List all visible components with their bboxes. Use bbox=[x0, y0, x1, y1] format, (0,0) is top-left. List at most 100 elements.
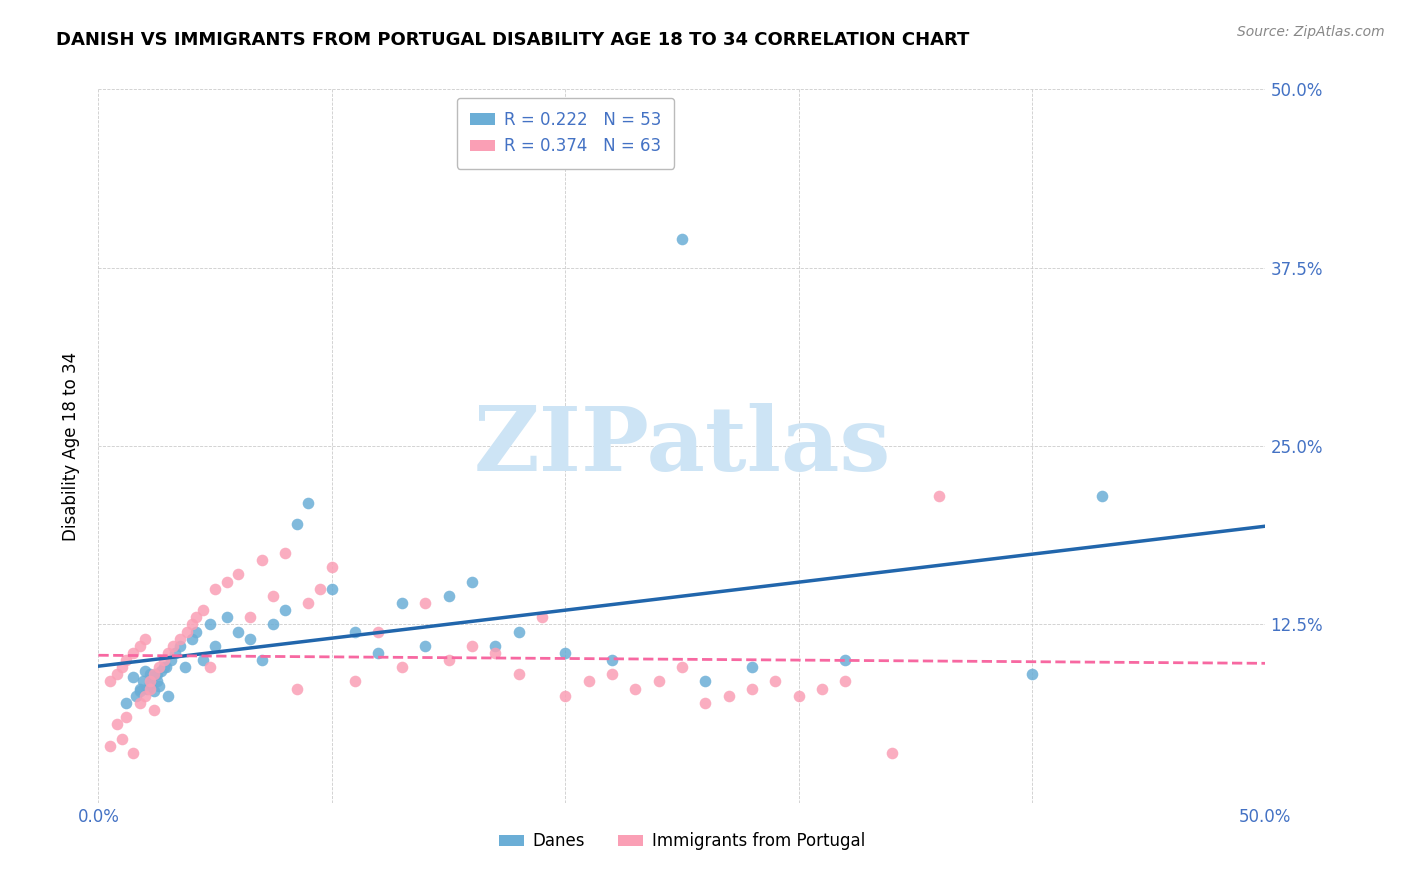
Point bbox=[600, 653, 623, 667]
Point bbox=[139, 674, 162, 689]
Point bbox=[129, 684, 152, 698]
Point bbox=[367, 624, 389, 639]
Point bbox=[834, 653, 856, 667]
Point bbox=[152, 660, 174, 674]
Point bbox=[671, 232, 693, 246]
Point bbox=[484, 639, 506, 653]
Point bbox=[344, 624, 367, 639]
Point bbox=[111, 660, 134, 674]
Point bbox=[1021, 667, 1043, 681]
Point bbox=[695, 696, 717, 710]
Point bbox=[169, 639, 191, 653]
Legend: Danes, Immigrants from Portugal: Danes, Immigrants from Portugal bbox=[491, 824, 873, 859]
Y-axis label: Disability Age 18 to 34: Disability Age 18 to 34 bbox=[62, 351, 80, 541]
Point bbox=[297, 596, 319, 610]
Text: Source: ZipAtlas.com: Source: ZipAtlas.com bbox=[1237, 25, 1385, 39]
Point bbox=[554, 689, 576, 703]
Point bbox=[146, 667, 169, 681]
Point bbox=[741, 660, 763, 674]
Point bbox=[880, 746, 903, 760]
Point bbox=[176, 624, 198, 639]
Point bbox=[134, 665, 156, 679]
Point bbox=[647, 674, 669, 689]
Point bbox=[321, 560, 343, 574]
Point bbox=[250, 653, 273, 667]
Point bbox=[139, 677, 162, 691]
Point bbox=[180, 617, 202, 632]
Point bbox=[321, 582, 343, 596]
Point bbox=[159, 653, 181, 667]
Point bbox=[139, 667, 162, 681]
Point bbox=[695, 674, 717, 689]
Point bbox=[146, 674, 169, 689]
Point bbox=[115, 696, 138, 710]
Point bbox=[150, 665, 173, 679]
Point bbox=[285, 681, 308, 696]
Point bbox=[186, 624, 208, 639]
Point bbox=[186, 610, 208, 624]
Point bbox=[215, 574, 238, 589]
Point bbox=[180, 632, 202, 646]
Point bbox=[717, 689, 740, 703]
Point bbox=[763, 674, 786, 689]
Point bbox=[285, 517, 308, 532]
Point bbox=[143, 667, 166, 681]
Point bbox=[600, 667, 623, 681]
Text: ZIPatlas: ZIPatlas bbox=[474, 402, 890, 490]
Point bbox=[129, 681, 152, 696]
Point bbox=[578, 674, 600, 689]
Point bbox=[111, 731, 134, 746]
Point bbox=[105, 667, 128, 681]
Point bbox=[136, 681, 159, 696]
Point bbox=[134, 632, 156, 646]
Point bbox=[461, 574, 484, 589]
Point bbox=[162, 639, 184, 653]
Point bbox=[122, 670, 145, 684]
Point bbox=[250, 553, 273, 567]
Point bbox=[115, 710, 138, 724]
Point bbox=[143, 684, 166, 698]
Point bbox=[157, 689, 180, 703]
Point bbox=[508, 667, 530, 681]
Point bbox=[239, 632, 262, 646]
Point bbox=[554, 646, 576, 660]
Point bbox=[132, 674, 155, 689]
Point bbox=[1091, 489, 1114, 503]
Point bbox=[928, 489, 950, 503]
Point bbox=[367, 646, 389, 660]
Point bbox=[391, 660, 413, 674]
Point bbox=[152, 653, 174, 667]
Point bbox=[98, 739, 121, 753]
Point bbox=[105, 717, 128, 731]
Point bbox=[437, 589, 460, 603]
Point bbox=[624, 681, 647, 696]
Point bbox=[200, 660, 222, 674]
Point bbox=[98, 674, 121, 689]
Point bbox=[437, 653, 460, 667]
Point bbox=[134, 689, 156, 703]
Point bbox=[115, 653, 138, 667]
Point bbox=[787, 689, 810, 703]
Point bbox=[148, 660, 170, 674]
Point bbox=[204, 582, 226, 596]
Point bbox=[122, 646, 145, 660]
Point bbox=[508, 624, 530, 639]
Point bbox=[228, 624, 250, 639]
Point bbox=[148, 679, 170, 693]
Text: DANISH VS IMMIGRANTS FROM PORTUGAL DISABILITY AGE 18 TO 34 CORRELATION CHART: DANISH VS IMMIGRANTS FROM PORTUGAL DISAB… bbox=[56, 31, 970, 49]
Point bbox=[413, 639, 436, 653]
Point bbox=[484, 646, 506, 660]
Point bbox=[262, 617, 284, 632]
Point bbox=[125, 689, 148, 703]
Point bbox=[143, 703, 166, 717]
Point bbox=[173, 660, 195, 674]
Point bbox=[811, 681, 834, 696]
Point bbox=[129, 696, 152, 710]
Point bbox=[530, 610, 553, 624]
Point bbox=[165, 646, 187, 660]
Point bbox=[741, 681, 763, 696]
Point bbox=[834, 674, 856, 689]
Point bbox=[228, 567, 250, 582]
Point bbox=[122, 746, 145, 760]
Point bbox=[309, 582, 332, 596]
